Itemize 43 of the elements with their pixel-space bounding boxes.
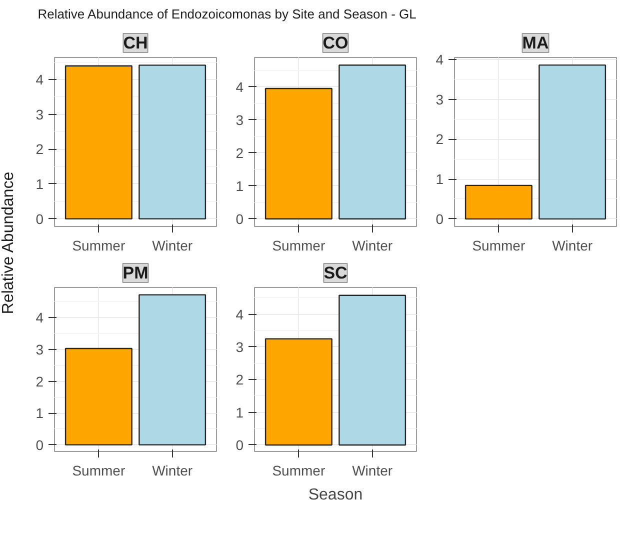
chart-title: MA xyxy=(522,34,549,52)
x-tick-label: Winter xyxy=(152,462,193,478)
chart-title: SC xyxy=(324,264,348,282)
y-tick-label: 0 xyxy=(436,210,444,227)
y-tick-label: 2 xyxy=(236,372,244,388)
y-axis-title: Relative Abundance xyxy=(0,172,17,314)
y-tick-label: 3 xyxy=(236,112,244,128)
y-tick-label: 3 xyxy=(236,338,244,355)
x-tick-label: Winter xyxy=(552,238,593,254)
chart-title: CH xyxy=(123,34,148,52)
y-tick-label: 2 xyxy=(236,144,244,161)
y-tick-label: 1 xyxy=(236,404,244,420)
x-tick-label: Summer xyxy=(472,238,526,254)
x-tick-label: Winter xyxy=(152,238,193,254)
y-tick-label: 3 xyxy=(36,341,44,358)
y-tick-label: 1 xyxy=(36,176,44,192)
x-axis-title: Season xyxy=(308,486,363,504)
x-tick-label: Summer xyxy=(72,462,126,478)
text: Relative Abundance of Endozoicomonas by Site and Season - GL xyxy=(38,6,416,22)
y-tick-label: 0 xyxy=(236,436,244,453)
y-tick-label: 1 xyxy=(36,405,44,422)
y-tick-label: 0 xyxy=(36,436,44,453)
y-tick-label: 3 xyxy=(436,91,444,108)
y-tick-label: 4 xyxy=(436,51,444,68)
chart-title: PM xyxy=(122,264,148,282)
y-tick-label: 4 xyxy=(236,78,244,95)
y-tick-label: 2 xyxy=(36,141,44,158)
y-tick-label: 1 xyxy=(436,171,444,188)
y-tick-label: 1 xyxy=(236,178,244,194)
y-tick-label: 4 xyxy=(36,310,44,326)
y-tick-label: 2 xyxy=(436,131,444,148)
chart-title: CO xyxy=(322,34,348,52)
y-tick-label: 4 xyxy=(36,71,44,88)
y-tick-label: 3 xyxy=(36,106,44,122)
x-tick-label: Summer xyxy=(272,238,326,254)
y-tick-label: 2 xyxy=(36,373,44,390)
x-tick-label: Winter xyxy=(352,462,393,478)
y-tick-label: 0 xyxy=(36,210,44,227)
x-tick-label: Summer xyxy=(272,462,326,478)
y-tick-label: 0 xyxy=(236,210,244,227)
x-tick-label: Summer xyxy=(72,238,126,254)
x-tick-label: Winter xyxy=(352,238,393,254)
y-tick-label: 4 xyxy=(236,306,244,322)
